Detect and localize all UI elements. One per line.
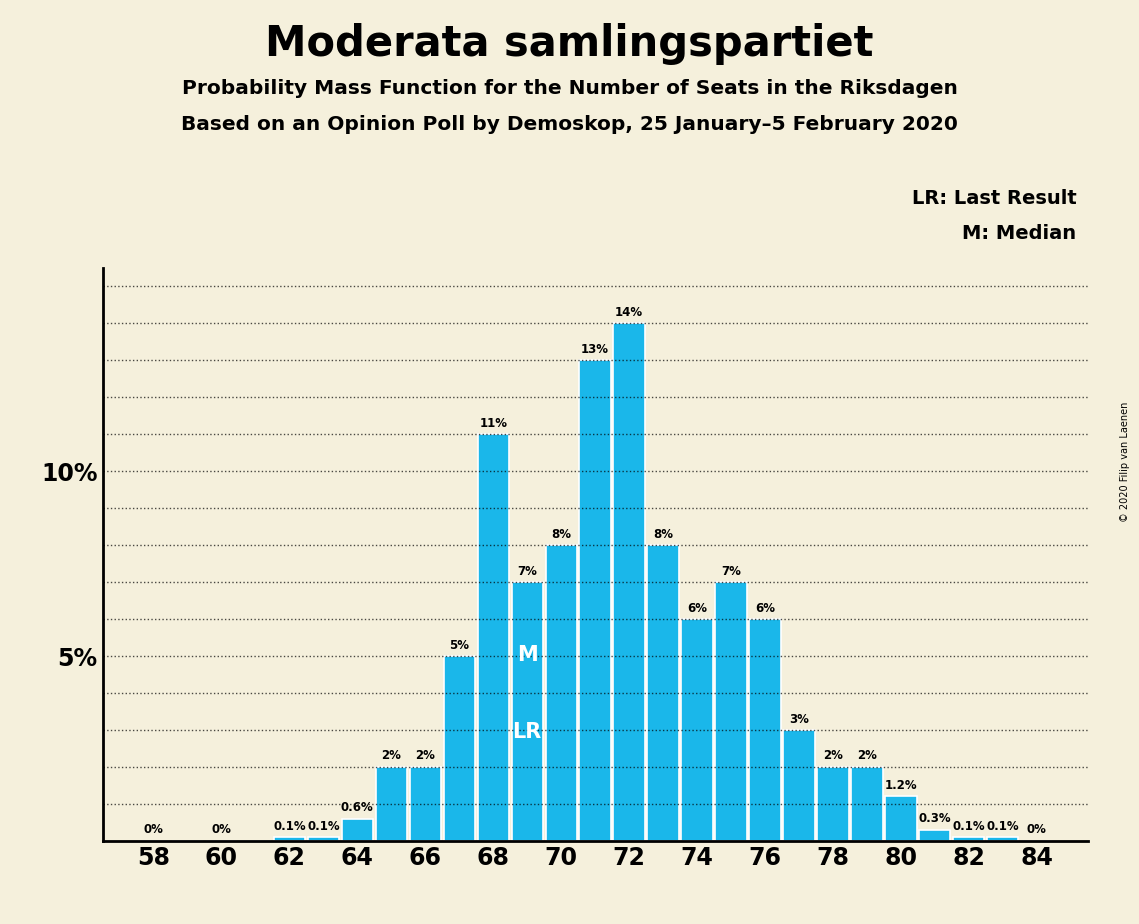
Text: 3%: 3%: [789, 712, 809, 725]
Text: 8%: 8%: [551, 528, 571, 541]
Text: Moderata samlingspartiet: Moderata samlingspartiet: [265, 23, 874, 65]
Bar: [784, 730, 814, 841]
Text: 2%: 2%: [416, 749, 435, 762]
Bar: [443, 656, 475, 841]
Bar: [851, 767, 883, 841]
Text: 0.1%: 0.1%: [273, 820, 305, 833]
Bar: [953, 837, 984, 841]
Text: Probability Mass Function for the Number of Seats in the Riksdagen: Probability Mass Function for the Number…: [181, 79, 958, 98]
Text: M: M: [517, 645, 538, 664]
Bar: [376, 767, 407, 841]
Text: 2%: 2%: [857, 749, 877, 762]
Bar: [546, 545, 576, 841]
Text: 13%: 13%: [581, 343, 609, 356]
Text: © 2020 Filip van Laenen: © 2020 Filip van Laenen: [1120, 402, 1130, 522]
Bar: [885, 796, 917, 841]
Bar: [342, 819, 372, 841]
Text: 2%: 2%: [382, 749, 401, 762]
Text: 2%: 2%: [823, 749, 843, 762]
Text: Based on an Opinion Poll by Demoskop, 25 January–5 February 2020: Based on an Opinion Poll by Demoskop, 25…: [181, 116, 958, 135]
Text: 8%: 8%: [653, 528, 673, 541]
Bar: [273, 837, 305, 841]
Text: LR: Last Result: LR: Last Result: [911, 189, 1076, 209]
Text: 0.1%: 0.1%: [308, 820, 339, 833]
Bar: [614, 323, 645, 841]
Text: 6%: 6%: [687, 602, 707, 614]
Text: 0%: 0%: [212, 823, 231, 836]
Bar: [919, 830, 950, 841]
Bar: [647, 545, 679, 841]
Text: M: Median: M: Median: [962, 224, 1076, 243]
Text: LR: LR: [513, 723, 542, 742]
Bar: [308, 837, 339, 841]
Text: 7%: 7%: [517, 565, 538, 578]
Text: 5%: 5%: [449, 638, 469, 651]
Bar: [681, 619, 713, 841]
Bar: [749, 619, 780, 841]
Text: 0%: 0%: [1027, 823, 1047, 836]
Bar: [410, 767, 441, 841]
Text: 11%: 11%: [480, 417, 507, 430]
Text: 0.6%: 0.6%: [341, 801, 374, 814]
Text: 0.1%: 0.1%: [952, 820, 985, 833]
Bar: [477, 434, 509, 841]
Text: 14%: 14%: [615, 306, 644, 319]
Text: 1.2%: 1.2%: [885, 779, 917, 792]
Text: 0.3%: 0.3%: [918, 812, 951, 825]
Text: 7%: 7%: [721, 565, 741, 578]
Text: 6%: 6%: [755, 602, 775, 614]
Bar: [988, 837, 1018, 841]
Bar: [580, 360, 611, 841]
Text: 0%: 0%: [144, 823, 163, 836]
Text: 0.1%: 0.1%: [986, 820, 1019, 833]
Bar: [715, 582, 747, 841]
Bar: [818, 767, 849, 841]
Bar: [511, 582, 543, 841]
